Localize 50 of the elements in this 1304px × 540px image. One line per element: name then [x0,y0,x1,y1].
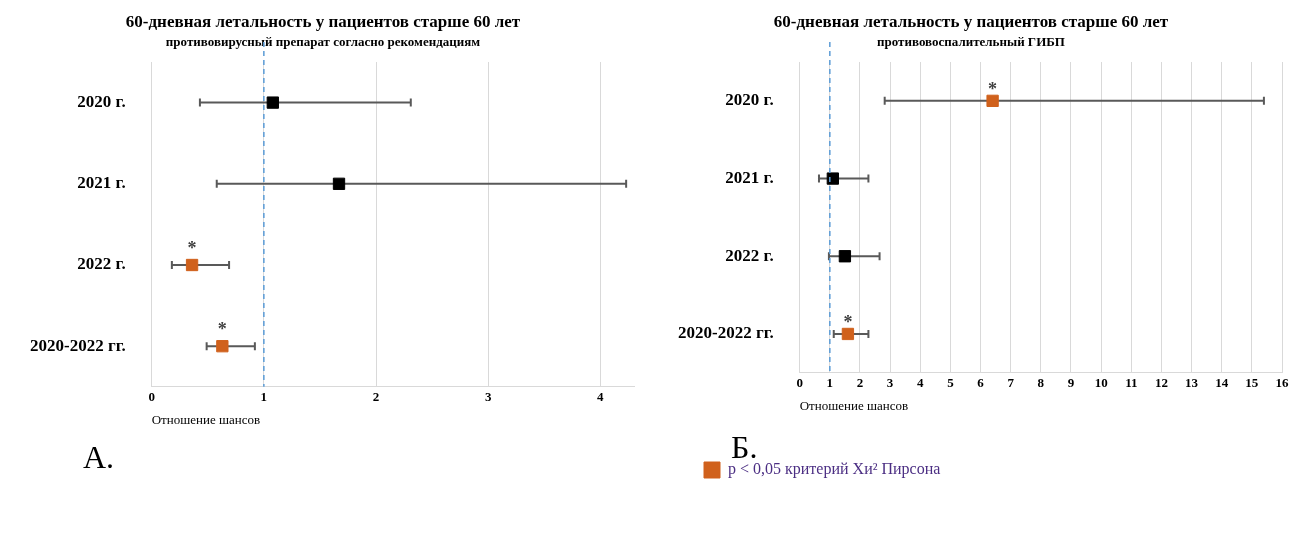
y-tick-label: 2021 г. [77,173,126,193]
x-tick-label: 6 [977,374,985,390]
x-tick-label: 11 [1125,374,1138,390]
x-tick-label: 1 [260,388,268,404]
point [332,177,346,190]
text: А. [83,439,115,475]
x-tick-label: 2 [372,388,380,404]
x-tick-label: 16 [1275,374,1289,390]
point [826,172,839,185]
x-tick-label: 13 [1185,374,1199,390]
y-tick-label: 2022 г. [725,245,774,265]
x-tick-label: 2 [856,374,864,390]
x-tick-label: 9 [1067,374,1075,390]
x-tick-label: 10 [1094,374,1108,390]
annotation: * [187,238,197,258]
x-tick-label: 14 [1215,374,1229,390]
y-tick-label: 2021 г. [725,167,774,187]
y-tick-label: 2022 г. [77,254,126,274]
x-tick-label: 4 [917,374,925,390]
point [266,96,279,109]
y-tick-label: 2020 г. [725,90,774,110]
x-tick-label: 0 [148,388,155,404]
x-tick-label: 4 [597,388,605,404]
annotation: * [217,319,227,340]
point [841,327,855,341]
y-tick-label: 2020-2022 гг. [30,335,126,355]
annotation: * [988,78,998,99]
x-tick-label: 8 [1037,374,1045,390]
x-tick-label: 7 [1007,374,1015,390]
x-tick-label: 1 [826,374,834,390]
point [986,94,999,108]
chart-title: 60-дневная летальность у пациентов старше 60 лет [773,11,1169,31]
x-tick-label: 3 [886,374,894,390]
chart-title: 60-дневная летальность у пациентов старше 60 лет [125,11,521,31]
x-tick-label: 15 [1245,374,1259,390]
chart-subtitle: противовоспалительный ГИБП [877,33,1065,49]
y-tick-label: 2020-2022 гг. [678,323,774,343]
chart-subtitle: противовирусный препарат согласно рекомендациям [165,33,481,49]
point [838,250,852,263]
x-tick-label: 3 [484,388,492,404]
legend-label: p < 0,05 критерий Хи² Пирсона [728,460,941,479]
x-axis-title: Отношение шансов [151,411,261,427]
annotation: * [843,311,853,332]
point [185,258,199,272]
x-tick-label: 12 [1154,374,1168,390]
x-axis-title: Отношение шансов [799,397,909,413]
x-tick-label: 5 [947,374,955,390]
y-tick-label: 2020 г. [77,91,126,111]
point [216,340,229,353]
x-tick-label: 0 [796,374,803,390]
